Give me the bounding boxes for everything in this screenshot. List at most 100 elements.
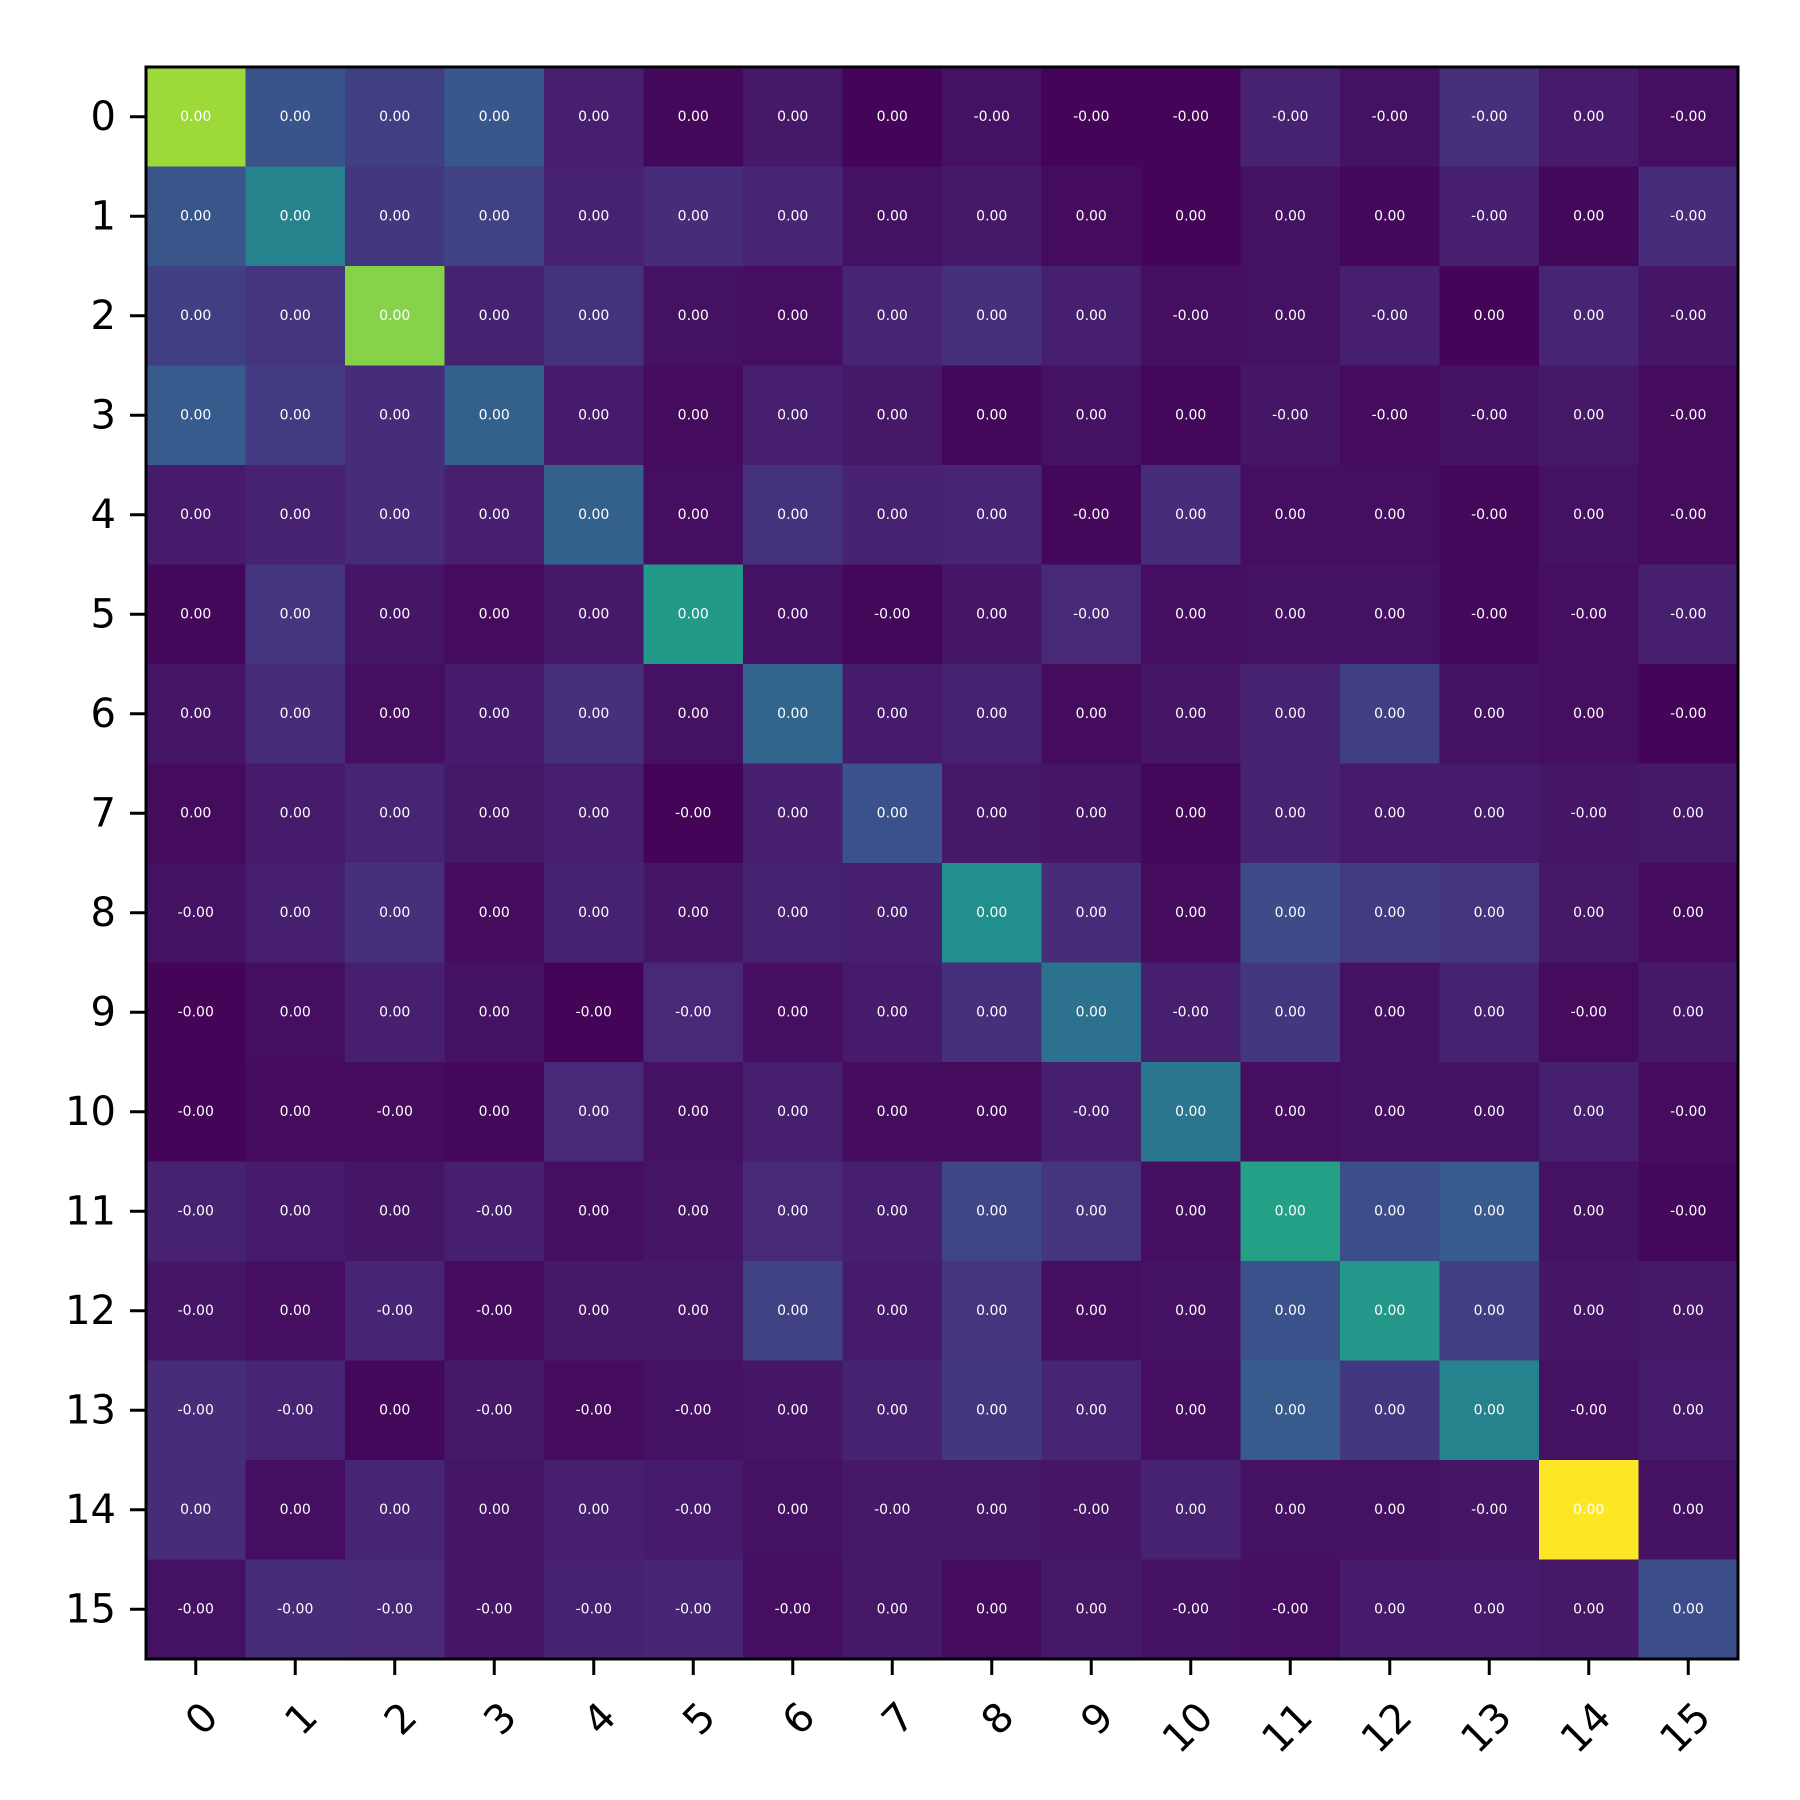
y-tick-label: 1 bbox=[91, 193, 116, 239]
cell-value-label: 0.00 bbox=[1374, 1203, 1405, 1219]
cell-value-label: -0.00 bbox=[1670, 308, 1706, 324]
heatmap-cell bbox=[1439, 1261, 1540, 1361]
heatmap-cell bbox=[245, 763, 346, 864]
cell-value-label: 0.00 bbox=[280, 706, 311, 722]
cell-value-label: 0.00 bbox=[379, 606, 410, 622]
cell-value-label: -0.00 bbox=[1670, 1104, 1706, 1120]
heatmap-cell bbox=[942, 962, 1042, 1063]
heatmap-cell bbox=[345, 1360, 445, 1461]
heatmap-cell bbox=[345, 564, 445, 665]
heatmap-cell bbox=[1240, 664, 1341, 764]
heatmap-cell bbox=[1638, 166, 1739, 267]
cell-value-label: -0.00 bbox=[675, 805, 711, 821]
cell-value-label: 0.00 bbox=[479, 706, 510, 722]
heatmap-cell bbox=[842, 166, 943, 267]
heatmap-cell bbox=[345, 1161, 445, 1262]
x-tick-label: 6 bbox=[774, 1694, 825, 1745]
heatmap-cell bbox=[1340, 564, 1440, 665]
heatmap-cell bbox=[1041, 1460, 1142, 1560]
cell-value-label: 0.00 bbox=[1076, 805, 1107, 821]
heatmap-cell bbox=[942, 564, 1042, 665]
cell-value-label: -0.00 bbox=[1471, 208, 1507, 224]
heatmap-cell bbox=[1340, 863, 1440, 963]
cell-value-label: 0.00 bbox=[379, 905, 410, 921]
cell-value-label: 0.00 bbox=[578, 805, 609, 821]
cell-value-label: 0.00 bbox=[1275, 1203, 1306, 1219]
cell-value-label: 0.00 bbox=[877, 1104, 908, 1120]
heatmap-cell bbox=[643, 1161, 744, 1262]
cell-value-label: 0.00 bbox=[1175, 407, 1206, 423]
heatmap-cell bbox=[1439, 863, 1540, 963]
cell-value-label: 0.00 bbox=[877, 109, 908, 125]
cell-value-label: 0.00 bbox=[1474, 706, 1505, 722]
cell-value-label: -0.00 bbox=[377, 1601, 413, 1617]
heatmap-cell bbox=[1141, 564, 1241, 665]
cell-value-label: 0.00 bbox=[777, 1502, 808, 1518]
heatmap-cell bbox=[743, 1559, 843, 1660]
cell-value-label: 0.00 bbox=[1175, 1303, 1206, 1319]
cell-value-label: 0.00 bbox=[976, 606, 1007, 622]
heatmap-cell bbox=[1240, 863, 1341, 963]
cell-value-label: 0.00 bbox=[1573, 905, 1604, 921]
cell-value-label: -0.00 bbox=[576, 1402, 612, 1418]
heatmap-cell bbox=[643, 1460, 744, 1560]
x-tick-label: 10 bbox=[1154, 1694, 1223, 1763]
cell-value-label: 0.00 bbox=[976, 1303, 1007, 1319]
heatmap-cell bbox=[1141, 1161, 1241, 1262]
heatmap-cell bbox=[544, 1062, 644, 1162]
heatmap-cell bbox=[643, 465, 744, 565]
cell-value-label: 0.00 bbox=[976, 507, 1007, 523]
heatmap-cell bbox=[842, 863, 943, 963]
cell-value-label: 0.00 bbox=[1573, 208, 1604, 224]
x-tick-label: 7 bbox=[873, 1694, 924, 1745]
cell-value-label: 0.00 bbox=[678, 1104, 709, 1120]
cell-value-label: 0.00 bbox=[280, 109, 311, 125]
heatmap-cell bbox=[1340, 763, 1440, 864]
heatmap-cell bbox=[146, 664, 246, 764]
cell-value-label: 0.00 bbox=[180, 407, 211, 423]
heatmap-cell bbox=[1340, 166, 1440, 267]
cell-value-label: 0.00 bbox=[678, 308, 709, 324]
cell-value-label: 0.00 bbox=[1573, 1601, 1604, 1617]
heatmap-cell bbox=[1340, 67, 1440, 167]
cell-value-label: 0.00 bbox=[877, 1601, 908, 1617]
heatmap-cell bbox=[1340, 1559, 1440, 1660]
cell-value-label: 0.00 bbox=[379, 1004, 410, 1020]
x-tick-label: 0 bbox=[177, 1694, 228, 1745]
heatmap-cell bbox=[643, 365, 744, 466]
cell-value-label: 0.00 bbox=[379, 1203, 410, 1219]
heatmap-cell bbox=[1041, 1559, 1142, 1660]
cell-value-label: -0.00 bbox=[1073, 507, 1109, 523]
y-tick-label: 3 bbox=[91, 392, 116, 438]
heatmap-cell bbox=[743, 166, 843, 267]
y-tick-label: 10 bbox=[65, 1089, 116, 1135]
heatmap-cell bbox=[743, 962, 843, 1063]
cell-value-label: 0.00 bbox=[1573, 308, 1604, 324]
heatmap-cell bbox=[1439, 1460, 1540, 1560]
heatmap-cell bbox=[1141, 67, 1241, 167]
heatmap-cell bbox=[942, 67, 1042, 167]
heatmap-cell bbox=[345, 1261, 445, 1361]
heatmap-cell bbox=[1141, 266, 1241, 366]
heatmap-cell bbox=[1638, 465, 1739, 565]
heatmap-cell bbox=[1240, 564, 1341, 665]
heatmap-cell bbox=[1638, 365, 1739, 466]
cell-value-label: 0.00 bbox=[877, 1004, 908, 1020]
heatmap-cell bbox=[444, 465, 545, 565]
heatmap-cell bbox=[1539, 166, 1639, 267]
cell-value-label: -0.00 bbox=[1571, 1004, 1607, 1020]
heatmap-cell bbox=[1638, 1261, 1739, 1361]
heatmap-cell bbox=[544, 465, 644, 565]
cell-value-label: 0.00 bbox=[379, 407, 410, 423]
heatmap-cell bbox=[1041, 1062, 1142, 1162]
heatmap-cell bbox=[1340, 1360, 1440, 1461]
heatmap-cell bbox=[1041, 863, 1142, 963]
cell-value-label: -0.00 bbox=[1173, 1004, 1209, 1020]
cell-value-label: 0.00 bbox=[777, 1004, 808, 1020]
heatmap-cell bbox=[1539, 266, 1639, 366]
heatmap-cell bbox=[444, 365, 545, 466]
heatmap-cell bbox=[743, 67, 843, 167]
cell-value-label: 0.00 bbox=[678, 407, 709, 423]
cell-value-label: 0.00 bbox=[180, 706, 211, 722]
heatmap-cell bbox=[245, 365, 346, 466]
